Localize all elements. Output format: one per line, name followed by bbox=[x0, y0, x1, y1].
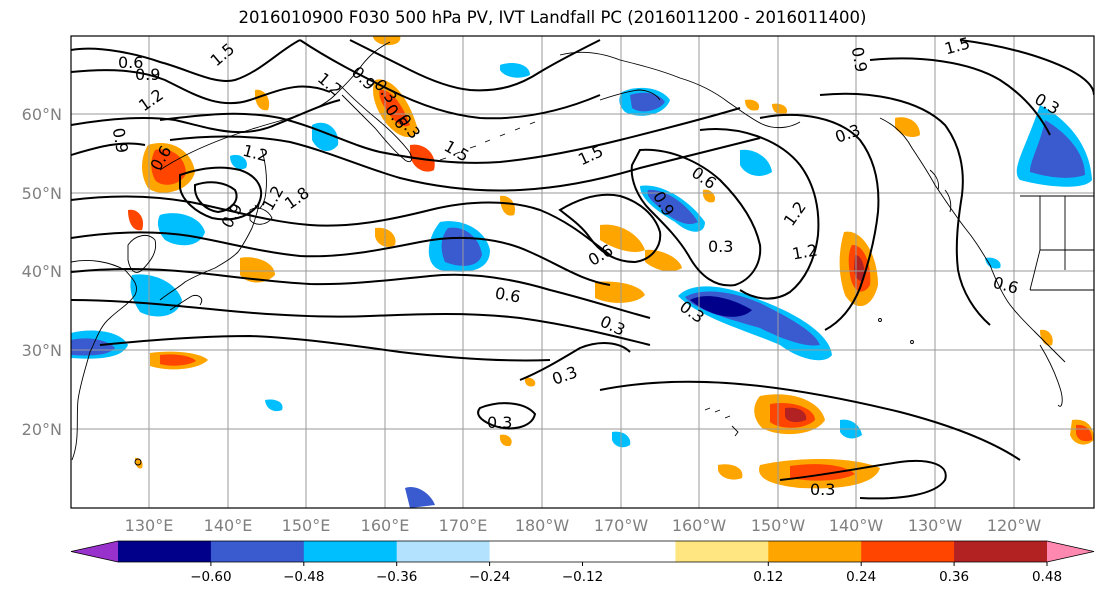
colorbar-tick-label: −0.12 bbox=[562, 569, 603, 585]
lon-label: 170°W bbox=[594, 516, 649, 535]
lat-label: 30°N bbox=[22, 341, 62, 360]
colorbar-tick-label: −0.60 bbox=[190, 569, 231, 585]
lon-label: 140°E bbox=[204, 516, 253, 535]
contour-label: 0.3 bbox=[487, 413, 512, 432]
contour-label: 1.5 bbox=[942, 33, 972, 58]
shaded-anomaly-fields bbox=[71, 36, 1094, 508]
coastlines bbox=[71, 41, 1094, 466]
longitude-labels: 130°E 140°E 150°E 160°E 170°E 180°W 170°… bbox=[125, 516, 1042, 535]
colorbar-tick-label: 0.12 bbox=[753, 569, 783, 585]
colorbar-segment bbox=[768, 541, 862, 562]
lon-label: 120°W bbox=[987, 516, 1042, 535]
lon-label: 170°E bbox=[439, 516, 488, 535]
map-area bbox=[71, 36, 1094, 508]
colorbar-segment bbox=[954, 541, 1048, 562]
colorbar-segment bbox=[861, 541, 955, 562]
colorbar-extension-low bbox=[71, 541, 118, 562]
colorbar-segment bbox=[396, 541, 491, 562]
colorbar-tick-label: −0.24 bbox=[469, 569, 510, 585]
colorbar-segment bbox=[582, 541, 676, 562]
lon-label: 160°W bbox=[672, 516, 727, 535]
contour-label: 1.2 bbox=[791, 240, 819, 263]
pv-contours bbox=[71, 39, 1094, 500]
lat-label: 40°N bbox=[22, 262, 62, 281]
lat-label: 20°N bbox=[22, 420, 62, 439]
latitude-labels: 60°N 50°N 40°N 30°N 20°N bbox=[22, 105, 62, 439]
contour-label: 0.3 bbox=[810, 480, 835, 499]
contour-label: 0.6 bbox=[494, 283, 522, 306]
lon-label: 130°W bbox=[908, 516, 963, 535]
colorbar: −0.60 −0.48 −0.36 −0.24 −0.12 0.12 0.24 0.36 0.4… bbox=[70, 540, 1095, 585]
colorbar-tick-label: 0.24 bbox=[846, 569, 876, 585]
lon-label: 180°W bbox=[515, 516, 570, 535]
colorbar-segment bbox=[118, 541, 212, 562]
lon-label: 150°E bbox=[282, 516, 331, 535]
colorbar-segment bbox=[675, 541, 769, 562]
map-border bbox=[70, 35, 1095, 509]
colorbar-tick-label: 0.36 bbox=[939, 569, 969, 585]
lon-label: 140°W bbox=[829, 516, 884, 535]
lat-label: 60°N bbox=[22, 105, 62, 124]
lon-label: 150°W bbox=[751, 516, 806, 535]
lon-label: 130°E bbox=[125, 516, 174, 535]
contour-label: 0.9 bbox=[848, 45, 871, 73]
colorbar-extension-high bbox=[1047, 541, 1094, 562]
graticule bbox=[71, 36, 1094, 508]
colorbar-segment bbox=[303, 541, 398, 562]
colorbar-tick-label: 0.48 bbox=[1032, 569, 1062, 585]
colorbar-segment bbox=[210, 541, 305, 562]
contour-label: 0.9 bbox=[135, 65, 160, 84]
colorbar-tick-label: −0.36 bbox=[376, 569, 417, 585]
contour-label: 0.9 bbox=[109, 126, 132, 154]
colorbar-segment bbox=[489, 541, 583, 562]
contour-label: 0.3 bbox=[708, 237, 733, 256]
colorbar-outline bbox=[70, 540, 1095, 563]
lon-label: 160°E bbox=[361, 516, 410, 535]
contour-label: 0.6 bbox=[118, 53, 143, 72]
colorbar-tick-label: −0.48 bbox=[283, 569, 324, 585]
lat-label: 50°N bbox=[22, 184, 62, 203]
map-title: 2016010900 F030 500 hPa PV, IVT Landfall… bbox=[238, 8, 867, 27]
